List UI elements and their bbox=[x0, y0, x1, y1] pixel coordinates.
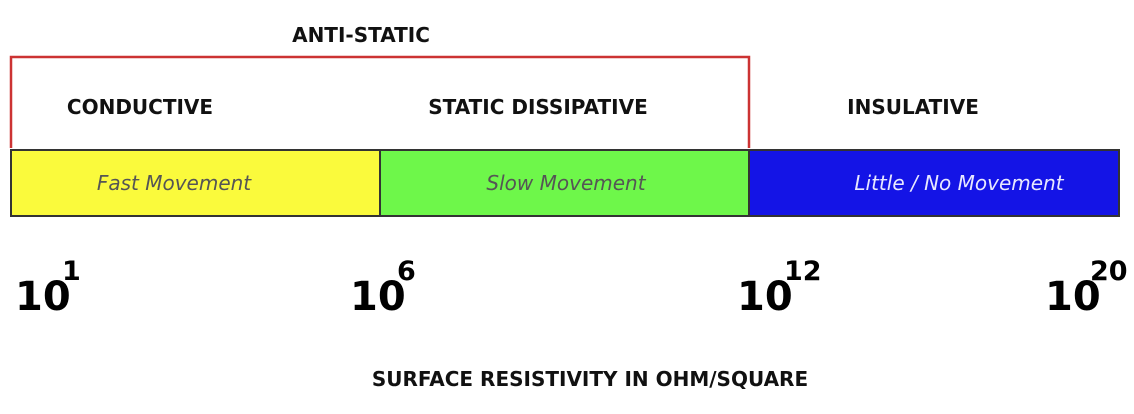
scale-base: 10 bbox=[737, 274, 793, 320]
segment bbox=[748, 149, 1120, 217]
scale-exponent: 1 bbox=[62, 256, 81, 287]
movement-label: Slow Movement bbox=[486, 171, 646, 195]
category-label: INSULATIVE bbox=[847, 95, 979, 119]
scale-exponent: 20 bbox=[1090, 256, 1128, 287]
scale-base: 10 bbox=[350, 274, 406, 320]
category-label: CONDUCTIVE bbox=[67, 95, 213, 119]
segment bbox=[379, 149, 750, 217]
scale-base: 10 bbox=[15, 274, 71, 320]
movement-label: Fast Movement bbox=[97, 171, 252, 195]
scale-exponent: 6 bbox=[397, 256, 416, 287]
axis-label: SURFACE RESISTIVITY IN OHM/SQUARE bbox=[372, 367, 808, 391]
scale-exponent: 12 bbox=[784, 256, 822, 287]
category-label: STATIC DISSIPATIVE bbox=[428, 95, 648, 119]
scale-base: 10 bbox=[1045, 274, 1101, 320]
movement-label: Little / No Movement bbox=[854, 171, 1064, 195]
anti-static-bracket bbox=[9, 55, 751, 148]
group-title: ANTI-STATIC bbox=[292, 23, 430, 47]
